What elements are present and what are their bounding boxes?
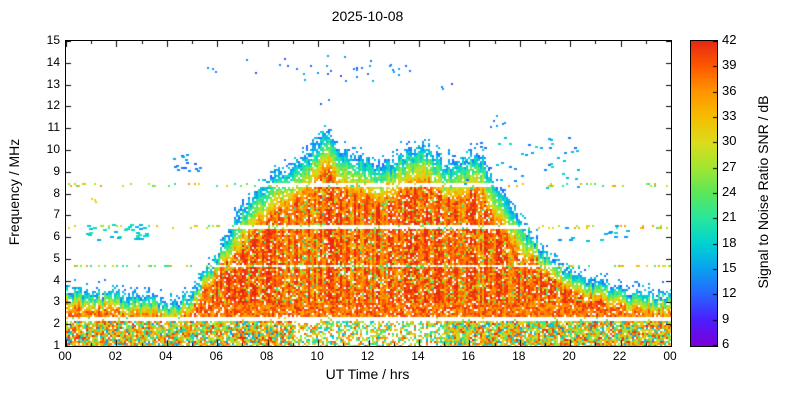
colorbar-gradient-canvas xyxy=(691,41,717,346)
x-tick-label: 06 xyxy=(209,349,223,363)
y-tick-label: 1 xyxy=(53,338,60,352)
colorbar xyxy=(690,40,718,347)
colorbar-tick-label: 18 xyxy=(722,234,737,250)
colorbar-tick-label: 6 xyxy=(722,336,730,351)
y-axis-label: Frequency / MHz xyxy=(6,138,22,246)
y-tick-label: 7 xyxy=(53,207,60,222)
y-tick-label: 3 xyxy=(53,294,60,309)
y-tick-label: 15 xyxy=(46,33,60,47)
x-tick-label: 18 xyxy=(512,349,526,363)
heatmap-canvas xyxy=(66,41,671,346)
colorbar-tick-label: 21 xyxy=(722,209,737,225)
colorbar-tick-label: 42 xyxy=(722,32,737,47)
x-tick-label: 22 xyxy=(612,349,627,363)
colorbar-tick-label: 27 xyxy=(722,158,737,174)
colorbar-tick-label: 30 xyxy=(722,133,737,149)
x-tick-label: 10 xyxy=(310,349,324,363)
x-tick-label: 04 xyxy=(159,349,173,363)
chart-title: 2025-10-08 xyxy=(331,8,404,24)
colorbar-tick-label: 15 xyxy=(722,260,737,275)
y-tick-label: 8 xyxy=(53,185,60,200)
y-tick-label: 4 xyxy=(53,272,60,287)
colorbar-tick-label: 36 xyxy=(722,82,737,98)
x-tick-label: 00 xyxy=(663,349,677,363)
y-tick-label: 5 xyxy=(53,250,60,265)
y-tick-label: 13 xyxy=(46,76,60,91)
x-axis-label: UT Time / hrs xyxy=(325,366,410,382)
colorbar-tick-label: 39 xyxy=(722,57,737,73)
plot-area xyxy=(65,40,672,347)
x-tick-label: 14 xyxy=(411,349,425,363)
y-tick-label: 11 xyxy=(47,120,60,135)
y-tick-label: 9 xyxy=(53,163,60,178)
colorbar-label: Signal to Noise Ratio SNR / dB xyxy=(755,95,771,289)
colorbar-tick-label: 24 xyxy=(722,184,737,199)
y-tick-label: 12 xyxy=(46,98,60,113)
x-tick-label: 16 xyxy=(461,349,475,363)
y-tick-label: 6 xyxy=(53,229,60,244)
x-tick-label: 20 xyxy=(562,349,576,363)
y-tick-label: 10 xyxy=(46,141,60,156)
y-tick-label: 14 xyxy=(46,54,60,69)
x-tick-label: 08 xyxy=(259,349,274,363)
colorbar-tick-label: 9 xyxy=(722,310,730,326)
x-tick-label: 02 xyxy=(108,349,123,363)
x-tick-label: 00 xyxy=(58,349,72,363)
x-tick-label: 12 xyxy=(360,349,375,363)
y-tick-label: 2 xyxy=(53,316,60,331)
colorbar-tick-label: 12 xyxy=(722,285,737,301)
colorbar-tick-label: 33 xyxy=(722,108,737,123)
